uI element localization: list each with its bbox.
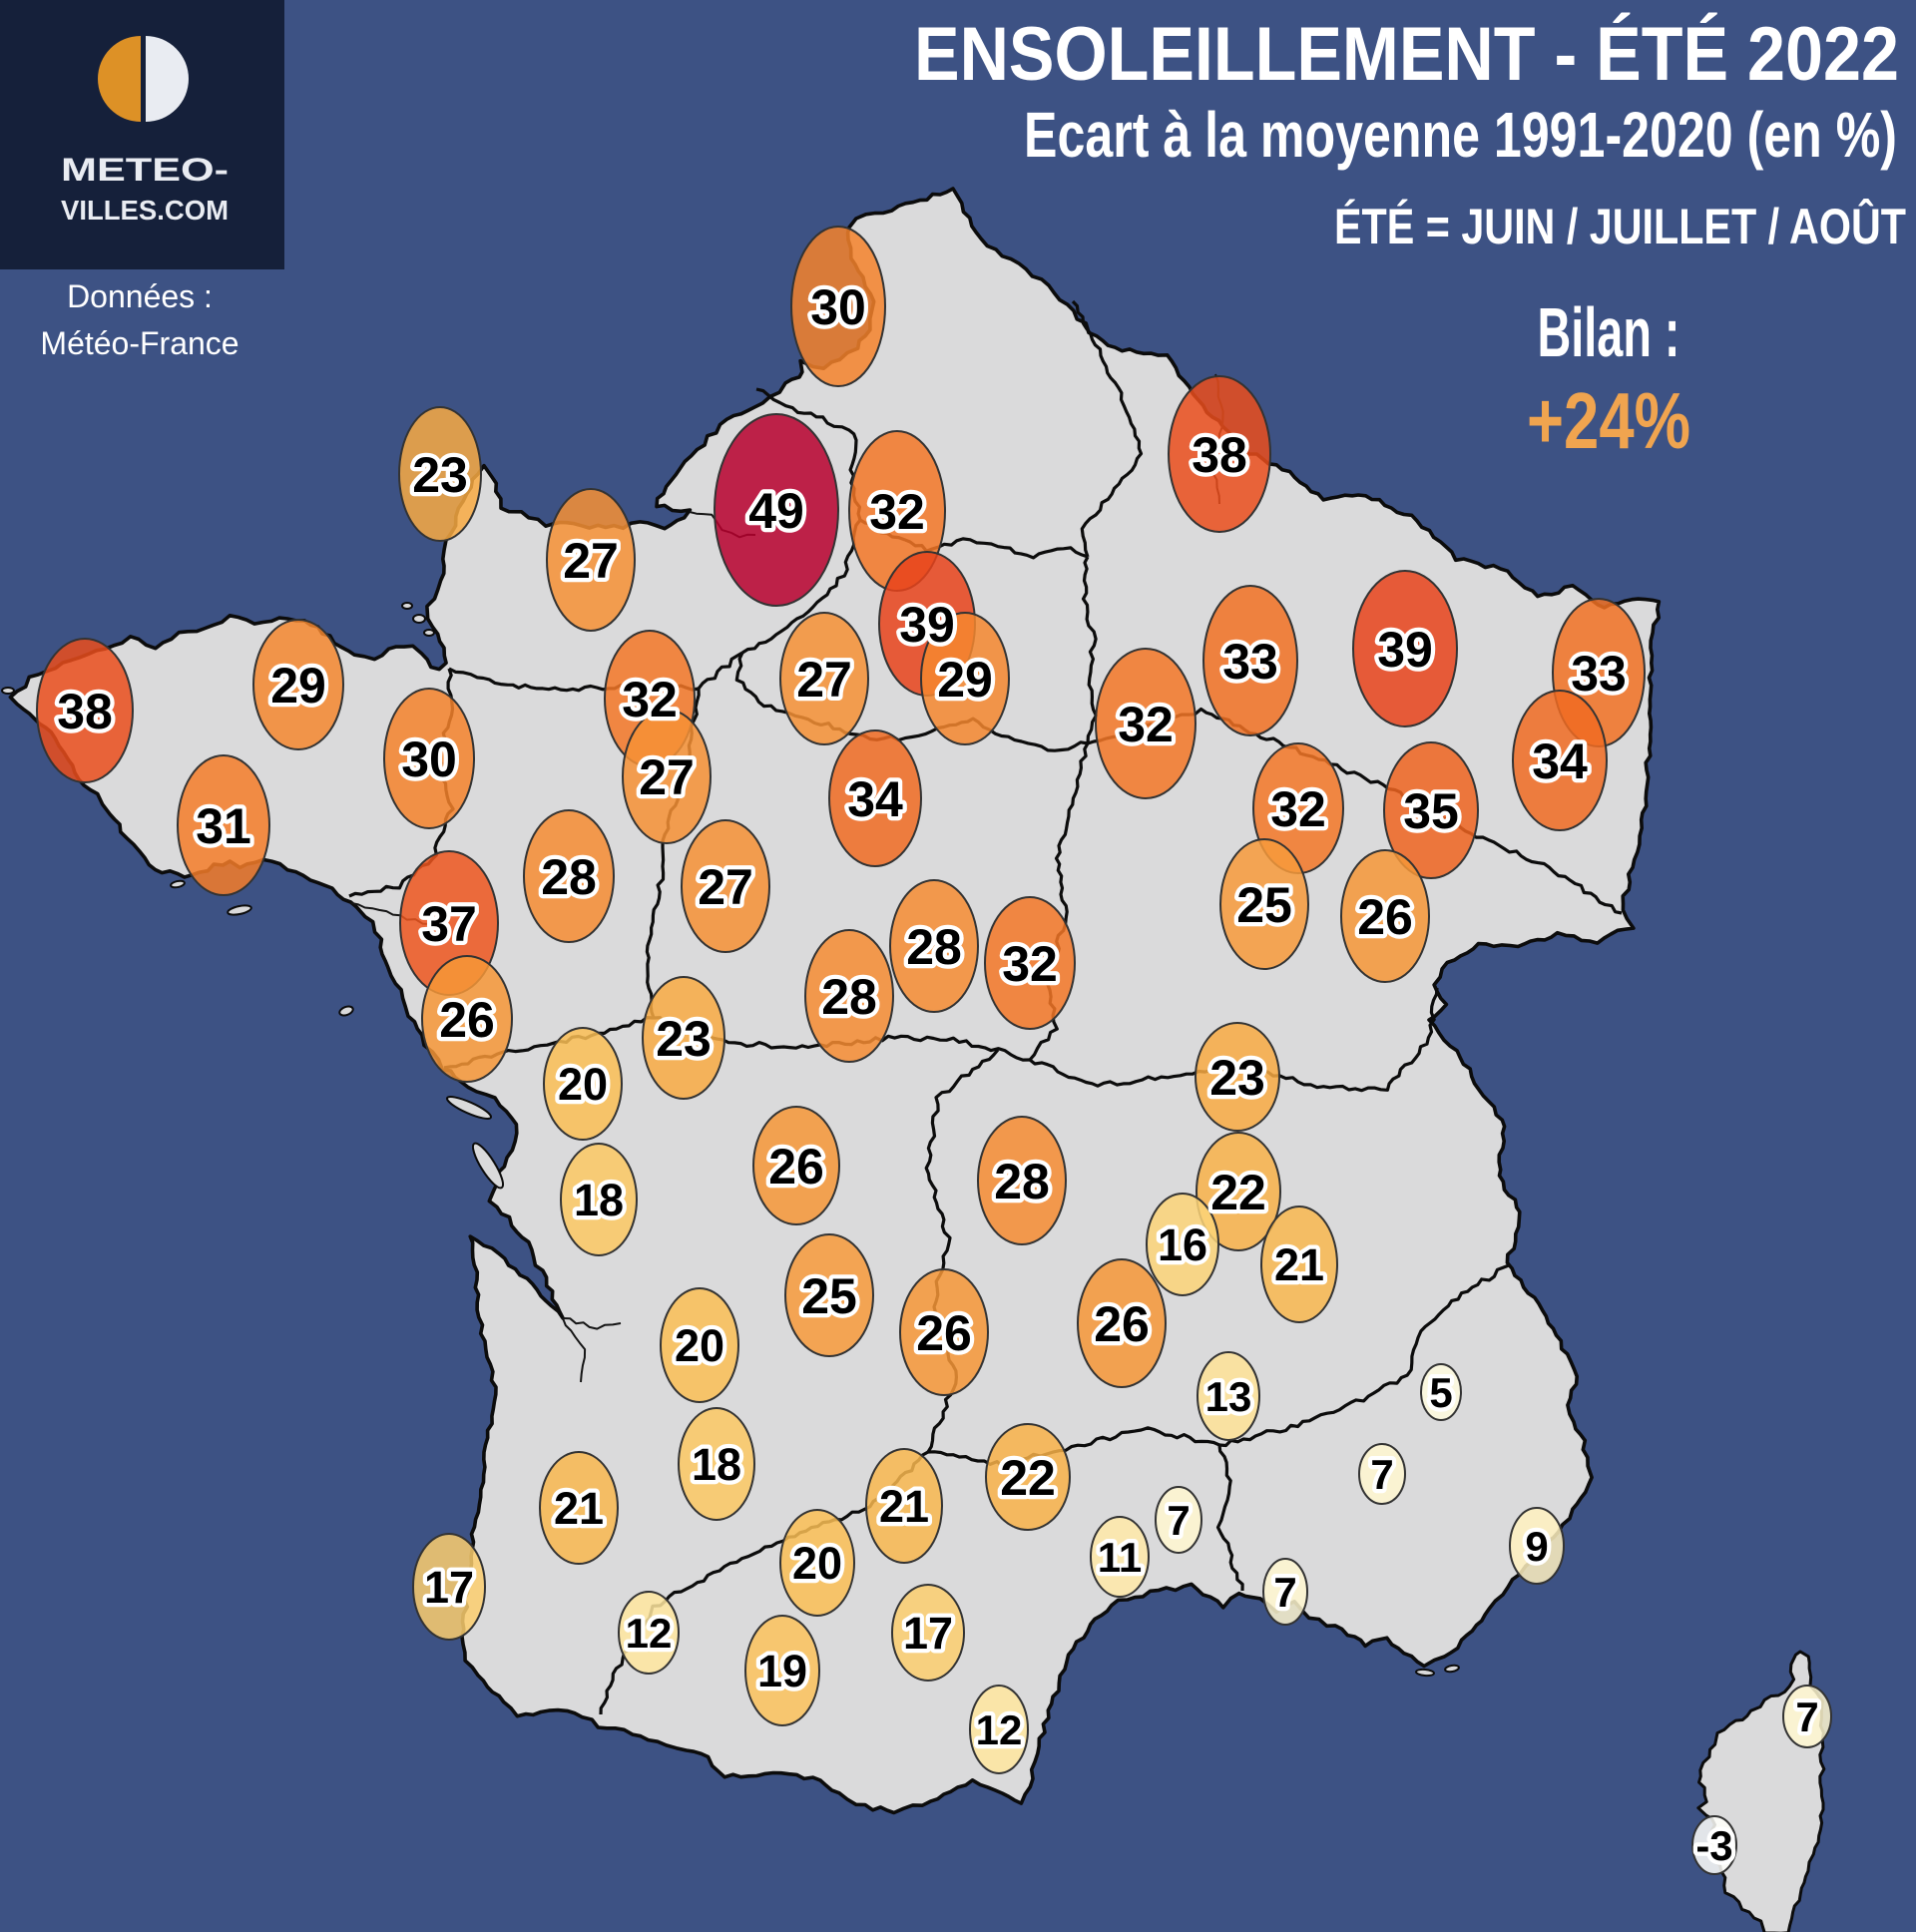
svg-text:27: 27 [639, 749, 695, 805]
svg-text:25: 25 [801, 1268, 857, 1324]
svg-text:17: 17 [903, 1608, 953, 1659]
svg-text:13: 13 [1205, 1373, 1252, 1420]
svg-text:23: 23 [1209, 1050, 1265, 1106]
svg-text:22: 22 [1210, 1165, 1266, 1220]
svg-text:18: 18 [692, 1439, 741, 1490]
svg-text:34: 34 [1532, 733, 1588, 789]
svg-text:12: 12 [976, 1706, 1023, 1753]
svg-text:12: 12 [626, 1610, 673, 1657]
svg-text:32: 32 [1118, 697, 1174, 752]
svg-text:METEO-: METEO- [61, 152, 229, 188]
svg-text:26: 26 [1357, 889, 1413, 945]
svg-text:21: 21 [554, 1483, 604, 1534]
svg-text:16: 16 [1158, 1219, 1207, 1270]
svg-text:-3: -3 [1695, 1822, 1732, 1869]
svg-text:30: 30 [401, 731, 457, 787]
svg-text:32: 32 [1270, 781, 1326, 837]
svg-text:26: 26 [1094, 1296, 1150, 1352]
svg-text:23: 23 [656, 1011, 712, 1067]
svg-text:23: 23 [412, 447, 468, 503]
svg-text:26: 26 [916, 1305, 972, 1361]
svg-text:20: 20 [675, 1320, 724, 1371]
svg-text:Ecart à la moyenne 1991-2020 (: Ecart à la moyenne 1991-2020 (en %) [1024, 99, 1897, 171]
svg-text:ÉTÉ = JUIN / JUILLET / AOÛT: ÉTÉ = JUIN / JUILLET / AOÛT [1334, 198, 1906, 254]
svg-text:21: 21 [1274, 1239, 1324, 1290]
svg-text:26: 26 [768, 1139, 824, 1195]
svg-text:Bilan :: Bilan : [1538, 293, 1680, 371]
svg-text:7: 7 [1273, 1569, 1296, 1616]
svg-text:28: 28 [541, 849, 597, 905]
svg-text:30: 30 [810, 279, 866, 335]
svg-text:27: 27 [698, 859, 753, 915]
svg-text:7: 7 [1795, 1693, 1818, 1740]
svg-text:31: 31 [196, 798, 251, 854]
svg-text:32: 32 [622, 672, 678, 727]
svg-text:27: 27 [563, 533, 619, 589]
svg-text:20: 20 [792, 1538, 842, 1589]
svg-text:34: 34 [847, 771, 903, 827]
svg-text:29: 29 [270, 658, 326, 714]
svg-text:39: 39 [899, 597, 955, 653]
svg-text:VILLES.COM: VILLES.COM [61, 195, 229, 226]
svg-text:22: 22 [1000, 1450, 1056, 1506]
svg-text:28: 28 [994, 1154, 1050, 1209]
svg-text:Météo-France: Météo-France [40, 325, 239, 361]
svg-text:35: 35 [1403, 783, 1459, 839]
svg-text:+24%: +24% [1527, 376, 1690, 465]
svg-text:37: 37 [421, 896, 477, 952]
svg-text:20: 20 [558, 1059, 608, 1110]
svg-text:39: 39 [1377, 622, 1433, 678]
svg-text:7: 7 [1167, 1497, 1190, 1544]
svg-text:33: 33 [1222, 634, 1278, 690]
svg-text:17: 17 [424, 1562, 474, 1613]
svg-text:7: 7 [1370, 1451, 1393, 1498]
svg-text:25: 25 [1236, 877, 1292, 933]
svg-text:28: 28 [821, 969, 877, 1025]
svg-text:29: 29 [937, 652, 993, 708]
svg-text:28: 28 [906, 919, 962, 975]
svg-text:19: 19 [757, 1646, 807, 1696]
svg-text:32: 32 [869, 484, 925, 540]
svg-text:49: 49 [748, 483, 804, 539]
svg-text:33: 33 [1571, 646, 1627, 702]
svg-text:27: 27 [796, 652, 852, 708]
svg-text:38: 38 [57, 684, 113, 739]
svg-text:21: 21 [879, 1481, 929, 1532]
svg-text:5: 5 [1429, 1369, 1452, 1416]
svg-text:38: 38 [1192, 427, 1247, 483]
svg-text:26: 26 [439, 992, 495, 1048]
svg-text:11: 11 [1098, 1534, 1142, 1581]
svg-text:9: 9 [1525, 1523, 1548, 1570]
svg-text:32: 32 [1002, 936, 1058, 992]
svg-text:Données :: Données : [67, 278, 213, 314]
svg-text:18: 18 [574, 1175, 624, 1225]
svg-text:ENSOLEILLEMENT - ÉTÉ 2022: ENSOLEILLEMENT - ÉTÉ 2022 [914, 12, 1899, 97]
